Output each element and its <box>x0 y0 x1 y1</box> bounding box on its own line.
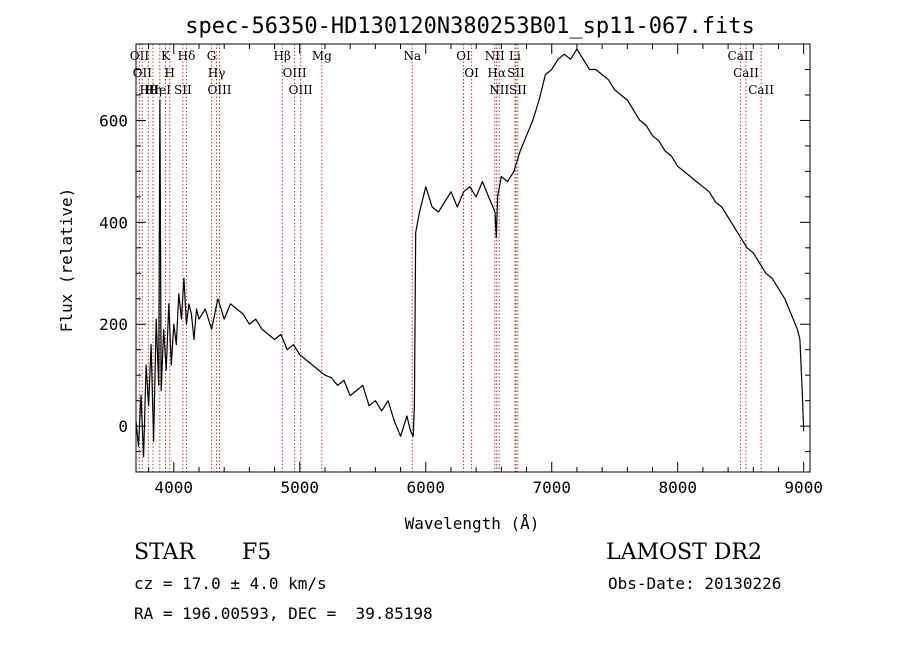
line-marker-label: H <box>165 66 175 80</box>
line-marker-label: SII <box>509 83 527 97</box>
line-marker-label: CaII <box>733 66 759 80</box>
x-tick-label: 7000 <box>532 478 571 497</box>
x-axis-label: Wavelength (Å) <box>405 514 540 533</box>
line-marker-label: Na <box>403 49 421 63</box>
line-marker-label: CaII <box>728 49 754 63</box>
x-tick-label: 4000 <box>155 478 194 497</box>
line-marker-label: G <box>207 49 217 63</box>
line-marker-label: Hγ <box>208 66 226 80</box>
object-subclass: F5 <box>242 540 272 565</box>
line-marker-label: OI <box>464 66 479 80</box>
y-tick-label: 200 <box>99 315 128 334</box>
spectrum-line <box>135 48 805 458</box>
line-marker-label: Li <box>509 49 521 63</box>
line-marker-label: OI <box>456 49 471 63</box>
line-marker-label: Hβ <box>274 49 291 63</box>
line-marker-label: OIII <box>283 66 307 80</box>
line-marker-label: Hα <box>487 66 506 80</box>
line-marker-label: SII <box>507 66 525 80</box>
y-axis-label: Flux (relative) <box>57 188 76 333</box>
spectrum-series <box>135 48 805 458</box>
plot-frame <box>135 43 811 473</box>
axes: 4000 5000 6000 7000 8000 9000 0 200 400 600 <box>99 43 823 497</box>
obs-date-text: Obs-Date: 20130226 <box>608 574 782 593</box>
line-marker-label: OIII <box>207 83 231 97</box>
x-tick-label: 9000 <box>784 478 823 497</box>
line-marker-label: NII <box>489 83 509 97</box>
line-marker-label: HeI <box>149 83 172 97</box>
y-tick-label: 600 <box>99 111 128 130</box>
x-tick-label: 5000 <box>281 478 320 497</box>
line-marker-label: K <box>161 49 171 63</box>
x-tick-label: 8000 <box>658 478 697 497</box>
coordinates-text: RA = 196.00593, DEC = 39.85198 <box>134 604 433 623</box>
y-tick-label: 400 <box>99 213 128 232</box>
redshift-text: cz = 17.0 ± 4.0 km/s <box>134 574 327 593</box>
line-marker-label: NII <box>485 49 505 63</box>
line-marker-label: Mg <box>312 49 332 63</box>
line-marker-label: Hη <box>144 83 162 97</box>
line-marker-label: SII <box>174 83 192 97</box>
line-marker-label: CaII <box>748 83 774 97</box>
y-tick-label: 0 <box>118 417 128 436</box>
survey-name: LAMOST DR2 <box>606 540 762 565</box>
line-marker-label: OII <box>130 49 150 63</box>
line-marker-label: OIII <box>289 83 313 97</box>
line-marker-label: Hδ <box>178 49 196 63</box>
object-class: STAR <box>134 540 195 565</box>
x-tick-label: 6000 <box>406 478 445 497</box>
chart-title: spec-56350-HD130120N380253B01_sp11-067.f… <box>185 14 755 39</box>
